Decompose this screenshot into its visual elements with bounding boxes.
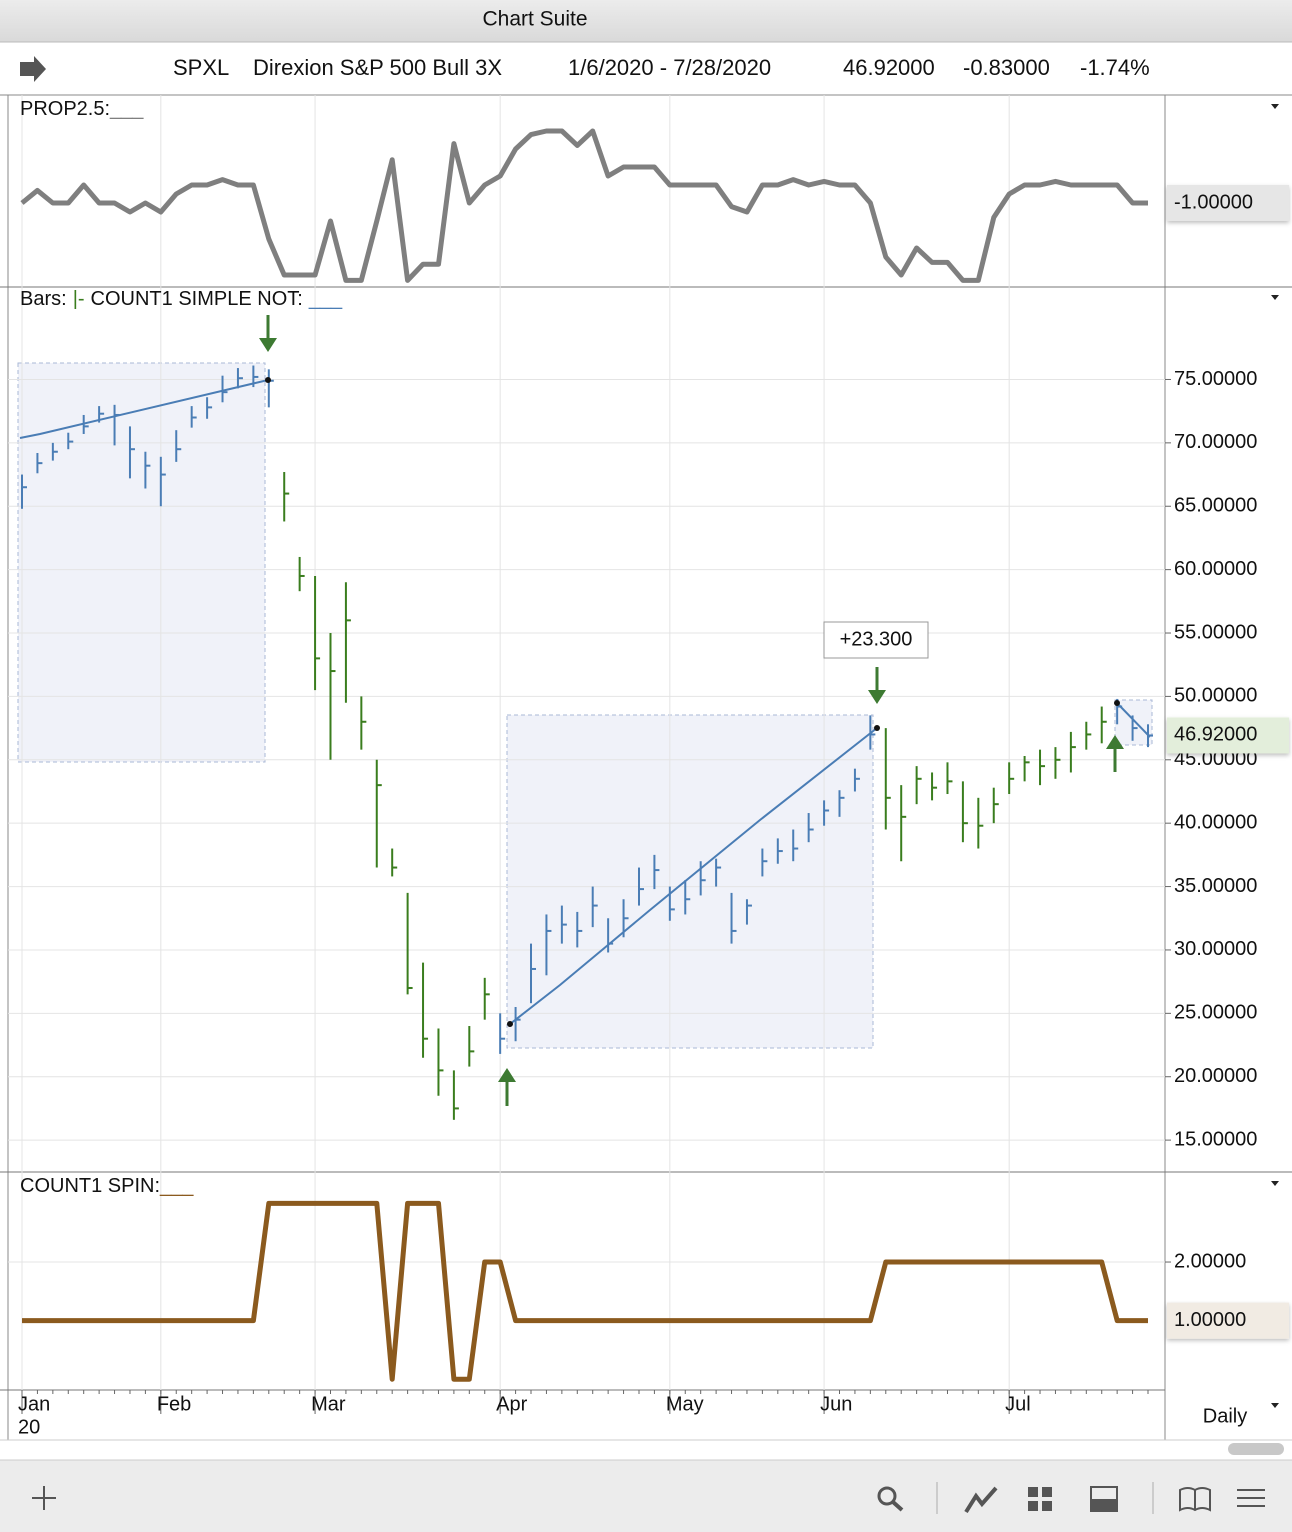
scrollbar[interactable] — [1228, 1443, 1284, 1455]
year-label: 20 — [18, 1416, 40, 1438]
x-tick-label: Mar — [311, 1393, 346, 1415]
interval[interactable]: Daily — [1203, 1405, 1247, 1427]
toolbar — [0, 1460, 1292, 1532]
y-tick-label: 15.00000 — [1174, 1128, 1257, 1150]
y-tick-label: 65.00000 — [1174, 495, 1257, 517]
trend-lines — [19, 379, 1151, 1025]
y-tick-label: 60.00000 — [1174, 558, 1257, 580]
panel-label-text: PROP2.5: — [20, 98, 110, 120]
y-tick-label: 30.00000 — [1174, 938, 1257, 960]
panel-menus — [1271, 104, 1279, 1408]
panel-label-part: COUNT1 SIMPLE NOT: — [91, 288, 303, 310]
buy-arrow — [498, 1068, 516, 1106]
y-tick-label: 50.00000 — [1174, 685, 1257, 707]
annotation-box — [823, 621, 929, 659]
y-tick-label: 2.00000 — [1174, 1250, 1246, 1272]
signal-region — [17, 362, 266, 763]
last-value-box — [1167, 717, 1289, 754]
panel-label-text: COUNT1 SPIN: — [20, 1175, 160, 1197]
y-tick-label: 25.00000 — [1174, 1002, 1257, 1024]
draw-button[interactable] — [964, 1486, 998, 1514]
buy-arrow — [1106, 735, 1124, 772]
x-tick-label: May — [666, 1393, 704, 1415]
x-tick-label: Feb — [157, 1393, 191, 1415]
y-tick-label: 35.00000 — [1174, 875, 1257, 897]
y-tick-label: 40.00000 — [1174, 811, 1257, 833]
panel-label-part: Bars: — [20, 288, 67, 310]
sell-arrow — [259, 315, 277, 352]
indicator-line — [22, 1200, 1148, 1382]
indicator-line — [20, 128, 1148, 283]
trend-line — [1116, 702, 1151, 738]
x-tick-label: Jul — [1005, 1393, 1031, 1415]
panel-label: PROP2.5:___ — [20, 98, 144, 120]
trend-line — [509, 727, 878, 1025]
last-value-box — [1167, 185, 1289, 221]
layout-button[interactable] — [1028, 1487, 1052, 1511]
menu-button[interactable] — [1237, 1489, 1265, 1507]
y-tick-label: 45.00000 — [1174, 748, 1257, 770]
signal-dot — [874, 725, 880, 731]
legend-swatch: ___ — [159, 1175, 194, 1197]
search-button[interactable] — [877, 1486, 904, 1512]
security-name: Direxion S&P 500 Bull 3X — [253, 55, 502, 80]
sell-arrow — [868, 667, 886, 704]
x-tick-label: Jun — [820, 1393, 852, 1415]
trend-line — [19, 379, 269, 439]
panel-label: COUNT1 SPIN:___ — [20, 1175, 194, 1197]
notes-button[interactable] — [1179, 1487, 1211, 1512]
last-value-label: 46.92000 — [1174, 724, 1257, 746]
panel-label-part: |- — [73, 288, 85, 310]
signal-dot — [265, 377, 271, 383]
y-tick-label: 55.00000 — [1174, 621, 1257, 643]
separator — [936, 1482, 1154, 1514]
toolbar-icons — [32, 1482, 1265, 1514]
signal-dots — [265, 377, 1120, 1027]
percent-change: -1.74% — [1080, 55, 1150, 80]
last-price: 46.92000 — [843, 55, 935, 80]
date-range: 1/6/2020 - 7/28/2020 — [568, 55, 771, 80]
symbol: SPXL — [173, 55, 229, 80]
price-change: -0.83000 — [963, 55, 1050, 80]
panel-label: Bars: |- COUNT1 SIMPLE NOT: ___ — [20, 288, 343, 310]
signal-dot — [507, 1021, 513, 1027]
panel-menu[interactable] — [1271, 1181, 1279, 1186]
annotation: +23.300 — [840, 628, 913, 650]
x-tick-label: Jan — [18, 1393, 50, 1415]
signal-regions — [17, 362, 1153, 1049]
plot-layer: -1.00000 15.00000 20.00000 25.00000 30.00000… — [8, 95, 1289, 1414]
window-title: Chart Suite — [482, 8, 587, 31]
signal-region — [506, 714, 874, 1049]
legend-swatch: ___ — [109, 98, 144, 120]
arrow-icon[interactable] — [20, 56, 46, 82]
y-tick-label: 70.00000 — [1174, 431, 1257, 453]
signal-dot — [1114, 700, 1120, 706]
title-bar — [0, 0, 1292, 42]
y-tick-label: 75.00000 — [1174, 368, 1257, 390]
signal-arrows — [259, 315, 1124, 1106]
last-value-box — [1167, 1302, 1289, 1339]
last-value-label: 1.00000 — [1174, 1309, 1246, 1331]
panel-menu[interactable] — [1271, 295, 1279, 300]
last-value-label: -1.00000 — [1174, 191, 1253, 213]
x-tick-label: Apr — [496, 1393, 527, 1415]
panel-menu[interactable] — [1271, 104, 1279, 109]
add-button[interactable] — [32, 1486, 56, 1510]
panel-label-part: ___ — [308, 288, 343, 310]
panel-button[interactable] — [1090, 1486, 1118, 1512]
y-tick-label: 20.00000 — [1174, 1065, 1257, 1087]
interval-menu[interactable] — [1271, 1403, 1279, 1408]
back-arrow[interactable] — [20, 56, 46, 82]
